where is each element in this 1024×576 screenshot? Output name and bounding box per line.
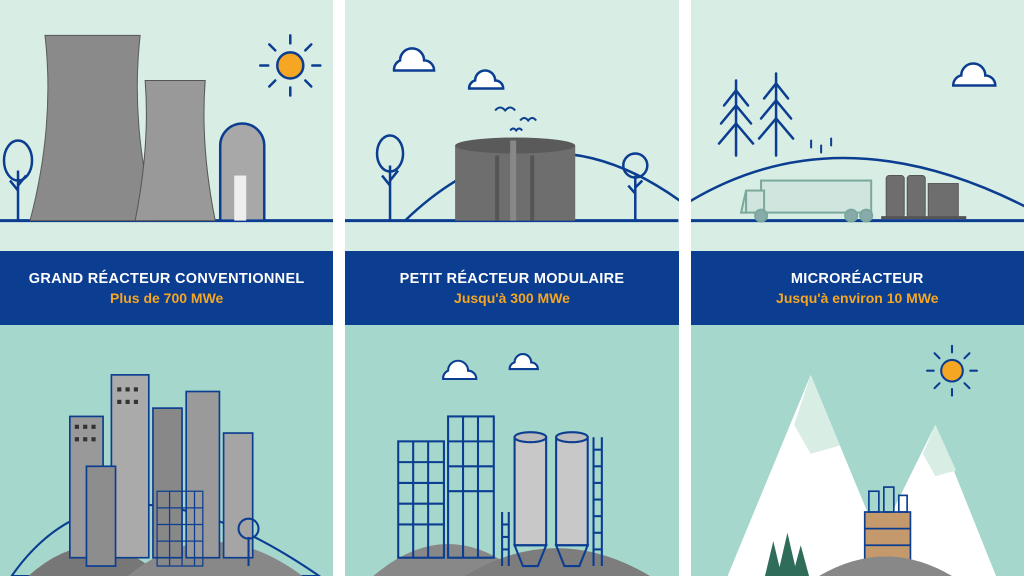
label-band-micro: MICRORÉACTEUR Jusqu'à environ 10 MWe	[691, 251, 1024, 325]
scene-city-skyline	[0, 325, 333, 576]
scene-industrial-silos	[345, 325, 678, 576]
title-micro: MICRORÉACTEUR	[791, 271, 924, 287]
title-smr: PETIT RÉACTEUR MODULAIRE	[400, 271, 625, 287]
panel-micro: MICRORÉACTEUR Jusqu'à environ 10 MWe	[691, 0, 1024, 576]
subtitle-micro: Jusqu'à environ 10 MWe	[776, 290, 939, 306]
scene-modular-reactor	[345, 0, 678, 251]
panel-conventional: GRAND RÉACTEUR CONVENTIONNEL Plus de 700…	[0, 0, 333, 576]
scene-mountain-mine	[691, 325, 1024, 576]
scene-cooling-towers	[0, 0, 333, 251]
panel-smr: PETIT RÉACTEUR MODULAIRE Jusqu'à 300 MWe	[345, 0, 678, 576]
title-conventional: GRAND RÉACTEUR CONVENTIONNEL	[29, 271, 305, 287]
subtitle-conventional: Plus de 700 MWe	[110, 290, 223, 306]
label-band-conventional: GRAND RÉACTEUR CONVENTIONNEL Plus de 700…	[0, 251, 333, 325]
subtitle-smr: Jusqu'à 300 MWe	[454, 290, 570, 306]
label-band-smr: PETIT RÉACTEUR MODULAIRE Jusqu'à 300 MWe	[345, 251, 678, 325]
scene-truck-reactor	[691, 0, 1024, 251]
